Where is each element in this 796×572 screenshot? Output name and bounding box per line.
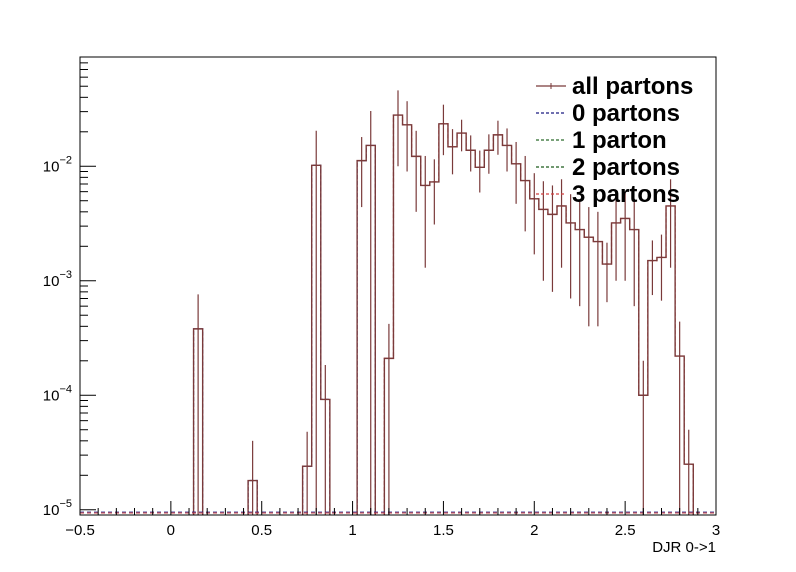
x-tick-label: 1: [348, 522, 356, 539]
x-tick-label: 3: [712, 522, 720, 539]
x-tick-label: 0: [167, 522, 175, 539]
axes-layer: −0.5 0 0.5 1 1.5 2 2.5 3 10−5 10−4 10−3 10−2: [43, 56, 720, 539]
y-tick-label: 10−5: [43, 498, 72, 519]
x-tick-label: −0.5: [65, 522, 95, 539]
legend-label: 0 partons: [572, 100, 680, 127]
legend-label: 2 partons: [572, 154, 680, 181]
x-axis-title: DJR 0->1: [652, 539, 716, 556]
legend-entry: all partons: [536, 73, 693, 100]
x-tick-label: 2: [530, 522, 538, 539]
legend-entry: 0 partons: [536, 100, 680, 127]
legend-entry: 3 partons: [536, 181, 680, 208]
legend-label: all partons: [572, 73, 693, 100]
x-tick-label: 2.5: [615, 522, 636, 539]
legend-label: 1 parton: [572, 127, 667, 154]
x-tick-label: 0.5: [251, 522, 272, 539]
x-tick-label: 1.5: [433, 522, 454, 539]
legend-entry: 2 partons: [536, 154, 680, 181]
y-tick-label: 10−3: [43, 269, 72, 290]
y-tick-label: 10−4: [43, 383, 72, 404]
legend-label: 3 partons: [572, 181, 680, 208]
series-layer: [80, 90, 716, 515]
series-all-partons: [192, 90, 694, 515]
y-tick-label: 10−2: [43, 154, 72, 175]
legend-entry: 1 parton: [536, 127, 667, 154]
